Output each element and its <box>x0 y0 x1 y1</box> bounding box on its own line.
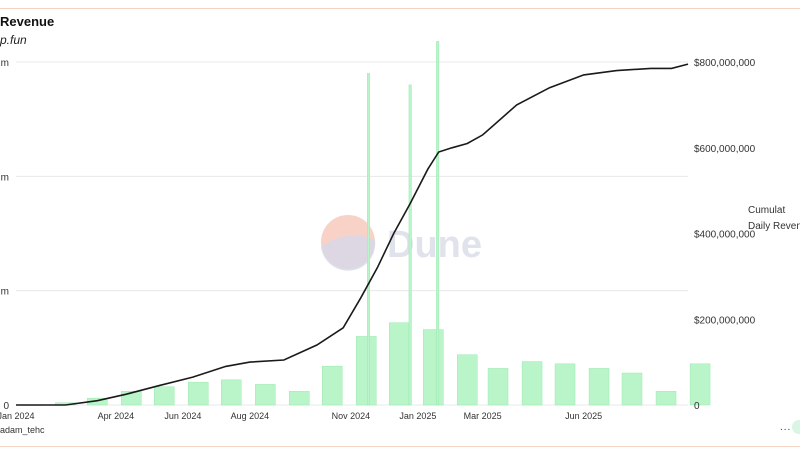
chart-subtitle: p.fun <box>0 33 27 47</box>
dune-watermark-text: Dune <box>387 224 482 266</box>
daily-revenue-bar <box>408 84 412 406</box>
daily-revenue-bar <box>436 41 440 406</box>
x-axis-tick: Aug 2024 <box>231 411 270 421</box>
more-menu-icon[interactable]: ... <box>780 422 792 433</box>
x-axis-tick: Jun 2025 <box>565 411 602 421</box>
daily-revenue-bar <box>356 336 377 406</box>
daily-revenue-bar <box>621 372 643 406</box>
daily-revenue-bar <box>221 379 242 406</box>
left-axis-tick: m <box>1 58 9 69</box>
daily-revenue-bar <box>154 386 175 406</box>
daily-revenue-bar <box>289 391 310 406</box>
daily-revenue-bar <box>188 381 209 406</box>
left-axis-tick: 0 <box>3 401 9 412</box>
daily-revenue-bar <box>322 365 343 406</box>
dune-watermark: Dune <box>321 215 482 271</box>
author-credit: adam_tehc <box>0 425 45 435</box>
daily-revenue-bar <box>389 322 410 406</box>
dune-logo-lower <box>321 235 376 271</box>
x-axis-tick: Jan 2024 <box>0 411 35 421</box>
x-axis-tick: Mar 2025 <box>464 411 502 421</box>
left-axis-tick: m <box>1 172 9 183</box>
left-axis-tick: m <box>1 287 9 298</box>
daily-revenue-bar <box>655 391 677 406</box>
chart-card <box>0 8 800 447</box>
right-axis-tick: $600,000,000 <box>694 144 756 155</box>
daily-revenue-bar <box>423 329 444 406</box>
daily-revenue-bar <box>521 361 543 406</box>
daily-revenue-bar <box>689 363 711 406</box>
daily-revenue-bar <box>255 384 276 406</box>
cumulative-revenue-line <box>16 63 689 406</box>
status-chip[interactable] <box>792 420 800 434</box>
x-axis-tick: Jan 2025 <box>399 411 436 421</box>
right-axis-tick: $400,000,000 <box>694 230 756 241</box>
daily-revenue-bar <box>487 368 509 406</box>
daily-revenue-bar <box>588 368 610 406</box>
chart-title: Revenue <box>0 14 55 29</box>
right-axis-tick: $200,000,000 <box>694 315 756 326</box>
x-axis-tick: Apr 2024 <box>98 411 135 421</box>
right-axis-tick: 0 <box>694 401 700 412</box>
legend-daily[interactable]: Daily Reven <box>748 221 800 232</box>
right-axis-tick: $800,000,000 <box>694 58 756 69</box>
daily-revenue-bar <box>554 363 576 406</box>
x-axis-tick: Jun 2024 <box>164 411 201 421</box>
legend-cumulative[interactable]: Cumulat <box>748 205 786 216</box>
daily-revenue-bar <box>367 73 370 406</box>
daily-revenue-bar <box>457 354 478 406</box>
x-axis-tick: Nov 2024 <box>332 411 371 421</box>
